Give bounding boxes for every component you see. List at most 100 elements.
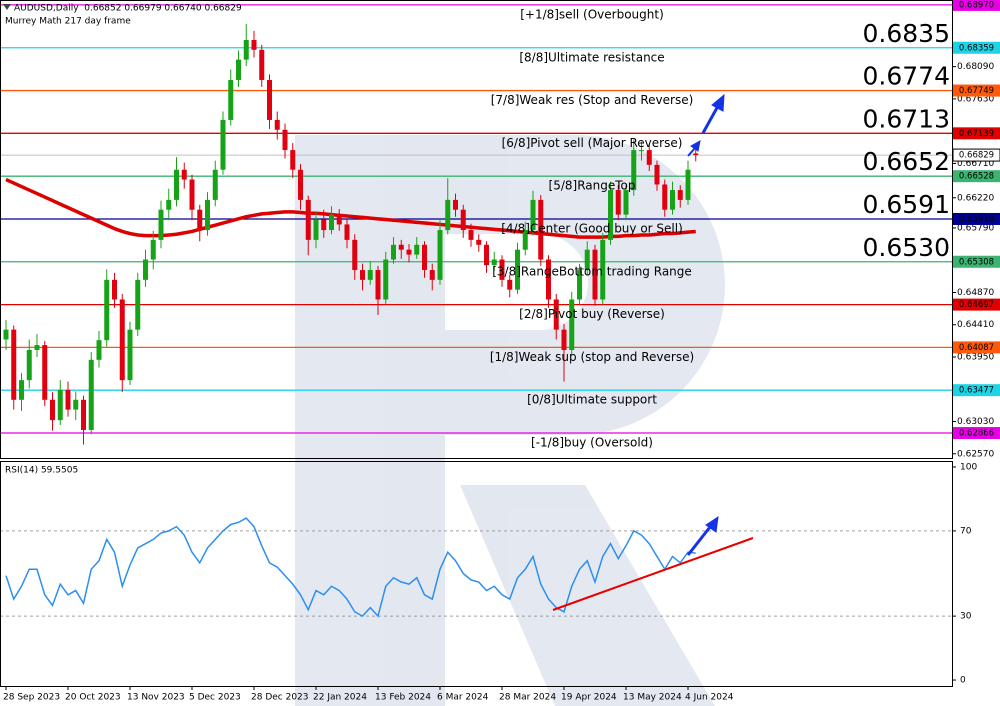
candle-body [414, 244, 420, 255]
candle-body [398, 244, 404, 250]
candle-body [158, 209, 164, 240]
y-tick-label: 100 [960, 462, 977, 472]
candle-body [104, 279, 110, 341]
candle-body [383, 259, 389, 300]
candle-body [553, 299, 559, 330]
candle-body [50, 399, 55, 421]
y-tick-label: 0.64410 [957, 320, 994, 330]
candle-body [197, 209, 203, 231]
candle-body [205, 199, 210, 231]
candle-body [251, 39, 257, 50]
candle-body [670, 190, 675, 210]
candle-body [623, 190, 629, 215]
level-name: [0/8]Ultimate support [527, 393, 657, 407]
candle-body [65, 389, 71, 410]
candle-body [646, 150, 652, 165]
level-price-label: 0.68359 [959, 43, 994, 53]
level-price-box [953, 170, 1000, 183]
candle-body [88, 359, 94, 430]
candle-body [367, 270, 373, 280]
level-big-label: 0.6591 [863, 190, 950, 219]
current-price-label: 0.66829 [959, 151, 994, 161]
level-price-box [953, 127, 1000, 140]
y-tick-label: 30 [960, 612, 972, 622]
candle-body [329, 214, 334, 231]
rsi-panel-border [0, 461, 953, 687]
candle-body [298, 169, 303, 200]
watermark-bowl [445, 135, 725, 435]
rsi-title: RSI(14) 59.5505 [5, 466, 78, 476]
candle-body [259, 49, 265, 80]
candle-body [274, 119, 280, 130]
level-price-box [953, 341, 1000, 354]
y-tick-label: 0.66710 [957, 159, 994, 169]
level-price-label: 0.64087 [959, 343, 994, 353]
watermark [295, 135, 725, 706]
x-tick-label: 6 Mar 2024 [437, 693, 489, 703]
candle-body [220, 119, 226, 170]
level-price-box [953, 427, 1000, 440]
x-tick-label: 13 Nov 2023 [127, 693, 185, 703]
y-tick-label: 0.67630 [957, 94, 994, 104]
candle-body [476, 239, 482, 245]
candle-body [11, 329, 17, 400]
candle-body [181, 169, 187, 180]
candle-body [507, 279, 513, 290]
level-big-label: 0.6530 [863, 233, 950, 262]
x-tick-label: 4 Jun 2024 [685, 693, 734, 703]
candle-body [189, 179, 195, 210]
candle-body [81, 399, 86, 430]
level-name: [6/8]Pivot sell (Major Reverse) [502, 136, 683, 150]
candle-body [243, 39, 249, 60]
x-tick-label: 19 Apr 2024 [561, 693, 617, 703]
y-tick-label: 0.63950 [957, 353, 994, 363]
level-price-label: 0.64697 [959, 300, 994, 310]
candle-body [491, 259, 497, 266]
candle-body [174, 169, 179, 200]
level-price-label: 0.65308 [959, 257, 994, 267]
candle-body [530, 199, 536, 231]
level-name: [5/8]RangeTop [549, 179, 636, 193]
y-tick-label: 0.66220 [957, 193, 994, 203]
y-tick-label: 0.62570 [957, 449, 994, 459]
candle-body [42, 345, 48, 400]
level-name: [-1/8]buy (Oversold) [531, 436, 653, 450]
candle-body [127, 329, 133, 381]
candle-body [429, 270, 435, 280]
y-tick-label: 0.63030 [957, 417, 994, 427]
candle-body [267, 79, 272, 120]
level-name: [8/8]Ultimate resistance [519, 50, 664, 64]
candle-body [546, 259, 551, 300]
candle-body [693, 153, 699, 156]
level-big-label: 0.6835 [863, 19, 950, 48]
level-lines [0, 4, 952, 617]
level-price-label: 0.63477 [959, 386, 994, 396]
x-tick-label: 28 Mar 2024 [499, 693, 556, 703]
candle-body [453, 199, 458, 210]
trend-line [552, 537, 754, 611]
candle-body [360, 270, 365, 280]
candle-body [73, 399, 79, 410]
candle-body [352, 239, 358, 271]
candle-body [321, 219, 327, 231]
arrow-shaft [686, 526, 712, 556]
candle-body [112, 279, 117, 300]
level-price-label: 0.67139 [959, 129, 994, 139]
candle-body [584, 249, 590, 271]
candle-body [150, 239, 156, 260]
arrow-head [711, 93, 725, 112]
y-tick-label: 0.64870 [957, 288, 994, 298]
y-tick-label: 70 [960, 526, 972, 536]
x-tick-label: 5 Dec 2023 [189, 693, 241, 703]
chart-title: AUDUSD,Daily 0.66852 0.66979 0.66740 0.6… [14, 4, 242, 14]
level-big-label: 0.6652 [863, 147, 950, 176]
symbol-icon [3, 4, 11, 10]
candle-body [639, 150, 644, 152]
candle-body [468, 230, 474, 240]
candle-body [685, 169, 691, 200]
level-big-label: 0.6774 [863, 62, 950, 91]
y-tick-label: 0.65790 [957, 223, 994, 233]
